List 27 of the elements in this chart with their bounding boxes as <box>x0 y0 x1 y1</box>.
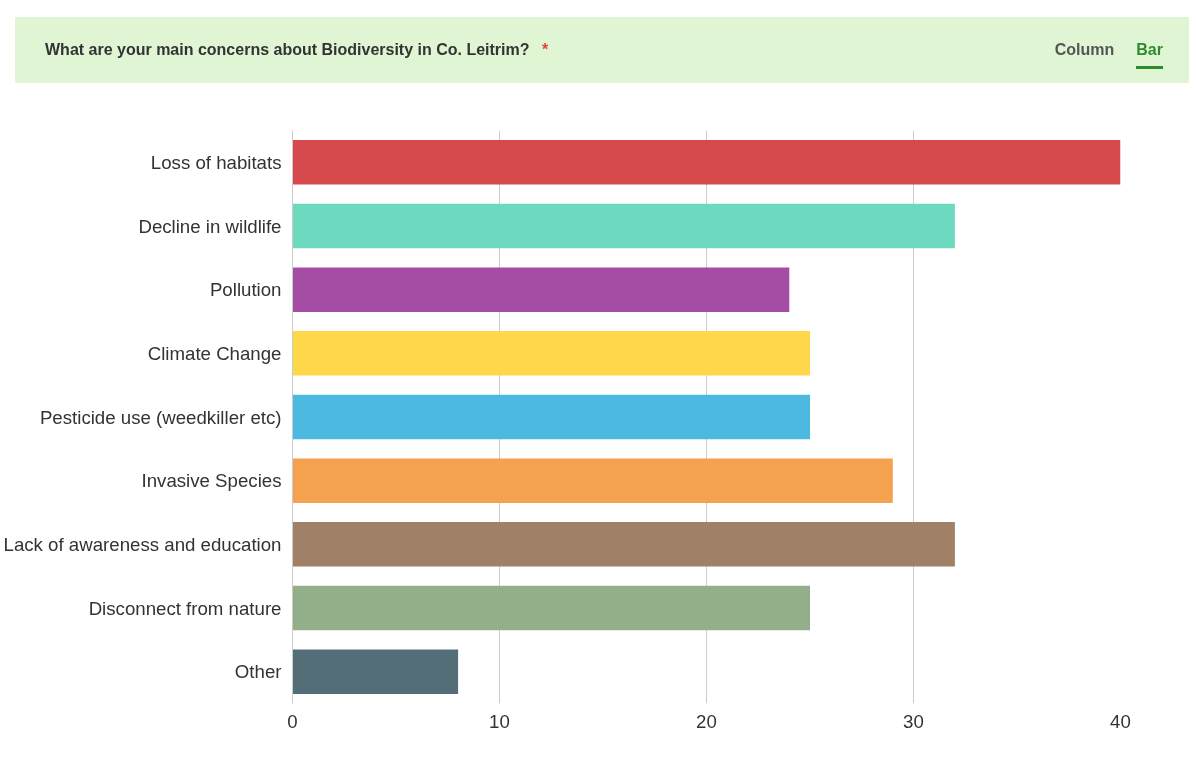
y-tick-label: Pesticide use (weedkiller etc) <box>39 406 282 428</box>
text: Column <box>1054 40 1115 60</box>
text: * <box>541 40 549 58</box>
y-tick-label: Decline in wildlife <box>138 215 282 237</box>
bar <box>292 203 955 249</box>
y-tick-label: Climate Change <box>147 342 282 364</box>
y-tick-label: Other <box>234 661 282 683</box>
bar <box>292 140 1121 185</box>
x-tick-label: 20 <box>696 710 717 732</box>
bar <box>292 394 810 440</box>
y-tick-label: Pollution <box>209 279 282 301</box>
y-tick-label: Loss of habitats <box>150 151 282 173</box>
y-tick-label: Lack of awareness and education <box>3 533 282 555</box>
x-tick-label: 10 <box>489 710 510 732</box>
bar <box>292 522 955 567</box>
text: Bar <box>1136 40 1163 69</box>
bar <box>292 331 810 376</box>
y-tick-label: Invasive Species <box>141 470 282 492</box>
x-tick-label: 30 <box>903 710 924 732</box>
x-tick-label: 0 <box>287 710 298 732</box>
chart-title: What are your main concerns about Biodiversity in Co. Leitrim? <box>45 40 530 58</box>
y-tick-label: Disconnect from nature <box>88 597 282 619</box>
bar <box>292 458 893 503</box>
bar <box>292 585 810 631</box>
bar <box>292 649 459 694</box>
bar <box>292 267 790 312</box>
x-tick-label: 40 <box>1110 710 1131 732</box>
